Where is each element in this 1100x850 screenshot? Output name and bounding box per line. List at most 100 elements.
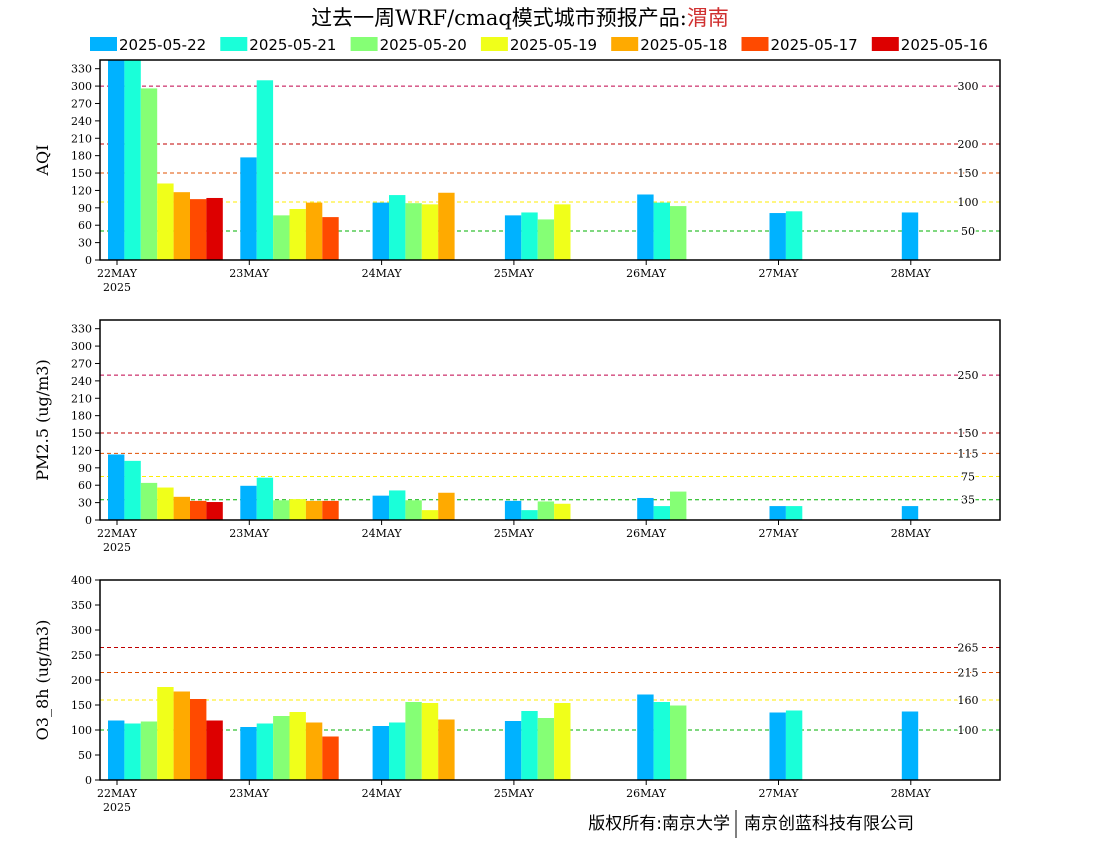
data-bar: [405, 702, 422, 780]
data-bar: [637, 694, 654, 780]
legend-label: 2025-05-20: [380, 36, 467, 54]
legend-swatch: [741, 37, 769, 51]
y-tick-label: 210: [71, 132, 92, 145]
legend-label: 2025-05-19: [510, 36, 597, 54]
legend-label: 2025-05-16: [901, 36, 988, 54]
y-tick-label: 90: [78, 202, 92, 215]
y-axis-label: AQI: [33, 145, 52, 177]
data-bar: [157, 183, 174, 260]
x-tick-label: 27MAY: [758, 267, 799, 280]
data-bar: [173, 691, 190, 780]
data-bar: [653, 506, 670, 520]
chart-panel: 250 150 115 75 35 0 30 60 90 120 150 180 210 240 270 30…: [33, 319, 1001, 554]
x-tick-label: 28MAY: [891, 787, 932, 800]
data-bar: [190, 500, 207, 520]
data-bar: [637, 497, 654, 520]
threshold-label: 160: [958, 694, 979, 707]
data-bar: [372, 202, 389, 260]
x-tick-label: 22MAY: [97, 527, 138, 540]
y-axis-label: O3_8h (ug/m3): [33, 620, 52, 741]
data-bar: [521, 212, 538, 260]
y-tick-label: 330: [71, 323, 92, 336]
data-bar: [554, 703, 571, 780]
plot-frame: [99, 59, 1001, 261]
data-bar: [124, 460, 141, 520]
y-axis-label: PM2.5 (ug/m3): [33, 359, 52, 480]
data-bar: [653, 702, 670, 780]
legend-swatch: [90, 37, 117, 51]
data-bar: [785, 506, 803, 520]
data-bar: [305, 722, 323, 780]
x-tick-label: 23MAY: [229, 267, 270, 280]
data-bar: [108, 454, 125, 520]
x-tick-label: 27MAY: [758, 527, 799, 540]
data-bar: [405, 500, 422, 520]
x-tick-label: 24MAY: [362, 527, 403, 540]
data-bar: [240, 727, 257, 780]
threshold-label: 300: [958, 80, 979, 93]
threshold-label: 100: [958, 724, 979, 737]
threshold-label: 215: [958, 667, 979, 680]
data-bar: [206, 502, 223, 520]
chart-title-prefix: 过去一周WRF/cmaq模式城市预报产品:: [311, 6, 687, 30]
data-bar: [438, 492, 455, 520]
data-bar: [372, 726, 389, 780]
threshold-label: 100: [958, 196, 979, 209]
data-bar: [521, 510, 538, 520]
x-tick-label: 26MAY: [626, 527, 667, 540]
data-bar: [173, 496, 190, 520]
data-bar: [173, 192, 190, 260]
data-bar: [305, 202, 323, 260]
threshold-label: 35: [961, 494, 975, 507]
threshold-label: 115: [958, 447, 979, 460]
x-tick-label: 27MAY: [758, 787, 799, 800]
x-tick-label: 24MAY: [362, 267, 403, 280]
data-bar: [289, 208, 306, 260]
plot-frame: [99, 319, 1001, 521]
y-tick-label: 250: [71, 649, 92, 662]
y-tick-label: 120: [71, 444, 92, 457]
x-tick-label: 25MAY: [494, 267, 535, 280]
x-tick-label: 24MAY: [362, 787, 403, 800]
legend-swatch: [220, 37, 248, 51]
y-tick-label: 150: [71, 167, 92, 180]
y-tick-label: 0: [85, 774, 92, 787]
data-bar: [421, 510, 439, 520]
x-tick-label: 25MAY: [494, 527, 535, 540]
threshold-label: 50: [961, 225, 975, 238]
chart-legend: 2025-05-22 2025-05-21 2025-05-20 2025-05-19…: [90, 36, 988, 54]
y-tick-label: 60: [78, 479, 92, 492]
data-bar: [140, 482, 158, 520]
y-tick-label: 210: [71, 392, 92, 405]
data-bar: [206, 720, 223, 780]
data-bar: [785, 211, 803, 260]
data-bar: [653, 202, 670, 260]
data-bar: [421, 204, 439, 260]
data-bar: [389, 722, 406, 780]
y-tick-label: 90: [78, 462, 92, 475]
data-bar: [504, 215, 522, 260]
data-bar: [372, 495, 389, 520]
data-bar: [504, 500, 522, 520]
data-bar: [108, 720, 125, 780]
y-tick-label: 270: [71, 357, 92, 370]
data-bar: [521, 711, 538, 780]
x-tick-label: 22MAY: [97, 787, 138, 800]
x-year-label: 2025: [103, 801, 131, 814]
data-bar: [157, 687, 174, 780]
legend-label: 2025-05-18: [640, 36, 727, 54]
data-bar: [670, 491, 687, 520]
x-tick-label: 26MAY: [626, 787, 667, 800]
x-year-label: 2025: [103, 281, 131, 294]
y-tick-label: 300: [71, 624, 92, 637]
y-tick-label: 100: [71, 724, 92, 737]
x-tick-label: 28MAY: [891, 267, 932, 280]
data-bar: [421, 703, 439, 780]
data-bar: [157, 487, 174, 520]
y-tick-label: 240: [71, 115, 92, 128]
data-bar: [322, 500, 339, 520]
x-tick-label: 23MAY: [229, 527, 270, 540]
chart-panels: 3002001501005003060901201501802102402703…: [33, 59, 1001, 814]
y-tick-label: 60: [78, 219, 92, 232]
legend-label: 2025-05-22: [119, 36, 206, 54]
